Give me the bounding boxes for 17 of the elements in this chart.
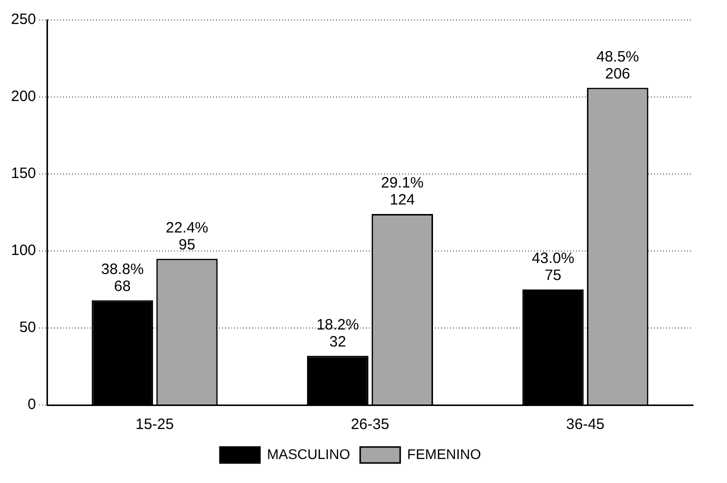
data-label: 48.5% 206 [596,48,639,82]
legend-label: FEMENINO [407,446,482,462]
x-tick-label: 26-35 [350,416,390,434]
y-tick-label: 200 [10,88,36,106]
y-tick-label: 150 [10,165,36,182]
data-label: 18.2% 32 [316,316,359,350]
data-label: 43.0% 75 [532,250,574,284]
x-tick-label: 36-45 [566,416,605,434]
y-tick-label: 250 [10,11,36,28]
x-tick-label: 15-25 [136,416,174,434]
data-label: 38.8% 68 [101,260,144,295]
y-tick-label: 0 [28,396,36,414]
legend-label: MASCULINO [266,446,350,462]
y-tick-label: 100 [10,242,36,260]
data-label: 29.1% 124 [381,174,424,209]
data-label: 22.4% 95 [166,219,208,254]
y-tick-label: 50 [19,319,36,336]
